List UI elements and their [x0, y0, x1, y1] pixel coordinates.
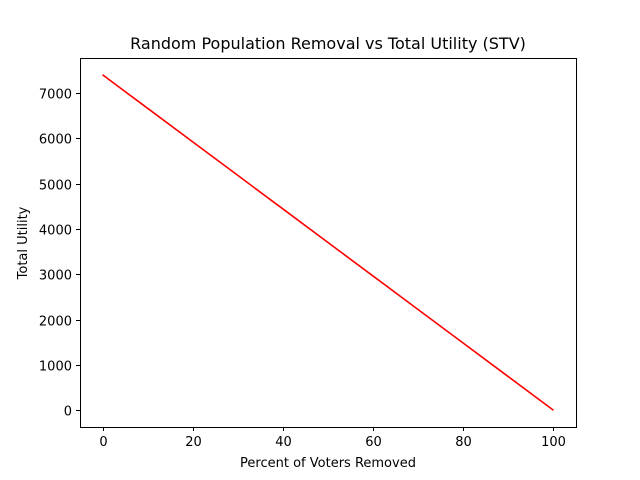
- plot-area: [80, 58, 577, 428]
- y-tick-label: 3000: [39, 269, 72, 284]
- x-tick-label: 20: [185, 435, 202, 450]
- y-axis: 0 1000 2000 3000 4000 5000 6000 7000: [39, 88, 80, 420]
- y-tick-label: 5000: [39, 179, 72, 194]
- y-tick-label: 4000: [39, 224, 72, 239]
- x-tick-label: 0: [99, 435, 107, 450]
- y-tick-label: 6000: [39, 133, 72, 148]
- y-tick-label: 0: [64, 405, 72, 420]
- x-tick-label: 60: [365, 435, 382, 450]
- x-axis-label: Percent of Voters Removed: [240, 456, 416, 471]
- y-tick-label: 7000: [39, 88, 72, 103]
- x-tick-label: 40: [275, 435, 292, 450]
- series-layer: [102, 74, 554, 411]
- x-tick-label: 100: [541, 435, 566, 450]
- plot-frame: [80, 58, 577, 428]
- chart-title: Random Population Removal vs Total Utili…: [130, 34, 526, 53]
- y-tick-label: 2000: [39, 315, 72, 330]
- x-axis: 0 20 40 60 80 100: [99, 427, 566, 450]
- y-axis-label: Total Utility: [16, 206, 31, 280]
- x-tick-label: 80: [455, 435, 472, 450]
- y-tick-label: 1000: [39, 360, 72, 375]
- series-line: [102, 74, 554, 411]
